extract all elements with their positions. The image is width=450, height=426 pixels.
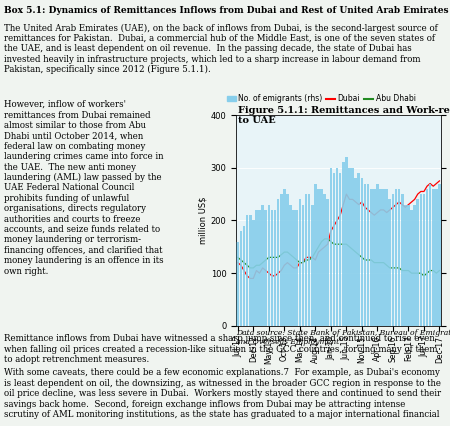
Bar	[283, 189, 286, 326]
Bar	[302, 204, 304, 326]
Bar	[379, 189, 382, 326]
Bar	[280, 194, 283, 326]
Bar	[435, 189, 438, 326]
Bar	[308, 194, 310, 326]
Bar	[252, 221, 255, 326]
Bar	[267, 204, 270, 326]
Bar	[298, 199, 301, 326]
Bar	[413, 204, 416, 326]
Bar	[258, 210, 261, 326]
Bar	[357, 173, 360, 326]
Bar	[320, 189, 323, 326]
Bar	[336, 168, 338, 326]
Bar	[385, 189, 388, 326]
Bar	[364, 184, 366, 326]
Bar	[314, 184, 317, 326]
Text: Remittance inflows from Dubai have witnessed a sharp jump since then, and contin: Remittance inflows from Dubai have witne…	[4, 334, 438, 364]
Bar	[333, 173, 335, 326]
Bar	[261, 204, 264, 326]
Bar	[345, 157, 348, 326]
Bar	[410, 210, 413, 326]
Bar	[348, 168, 351, 326]
Bar	[360, 178, 363, 326]
Bar	[277, 199, 279, 326]
Bar	[305, 194, 307, 326]
Bar	[438, 184, 441, 326]
Bar	[423, 194, 425, 326]
Bar	[324, 194, 326, 326]
Bar	[416, 199, 419, 326]
Bar	[419, 194, 422, 326]
Bar	[376, 184, 379, 326]
Bar	[239, 231, 242, 326]
Bar	[317, 189, 320, 326]
Bar	[329, 168, 332, 326]
Bar	[246, 215, 248, 326]
Bar	[370, 189, 373, 326]
Bar	[342, 162, 345, 326]
Bar	[395, 189, 397, 326]
Bar	[388, 199, 391, 326]
Bar	[432, 189, 435, 326]
Bar	[351, 168, 354, 326]
Bar	[292, 210, 295, 326]
Text: Box 5.1: Dynamics of Remittances Inflows from Dubai and Rest of United Arab Emir: Box 5.1: Dynamics of Remittances Inflows…	[4, 6, 449, 15]
Bar	[286, 194, 289, 326]
Bar	[382, 189, 385, 326]
Y-axis label: million US$: million US$	[199, 197, 208, 244]
Bar	[407, 204, 410, 326]
Bar	[243, 226, 245, 326]
Text: However, inflow of workers'
remittances from Dubai remained
almost similar to th: However, inflow of workers' remittances …	[4, 100, 164, 276]
Text: Data source: State Bank of Pakistan, Bureau of Emigration
and Overseas Employmen: Data source: State Bank of Pakistan, Bur…	[236, 329, 450, 346]
Legend: No. of emigrants (rhs), Dubai, Abu Dhabi: No. of emigrants (rhs), Dubai, Abu Dhabi	[224, 92, 418, 106]
Bar	[373, 189, 376, 326]
Bar	[401, 194, 404, 326]
Bar	[392, 194, 394, 326]
Bar	[398, 189, 400, 326]
Bar	[404, 204, 407, 326]
Bar	[274, 210, 276, 326]
Bar	[354, 178, 357, 326]
Bar	[270, 210, 273, 326]
Text: The United Arab Emirates (UAE), on the back of inflows from Dubai, is the second: The United Arab Emirates (UAE), on the b…	[4, 23, 438, 74]
Bar	[237, 242, 239, 326]
Bar	[339, 173, 342, 326]
Bar	[426, 189, 428, 326]
Bar	[265, 210, 267, 326]
Bar	[255, 210, 258, 326]
Text: Figure 5.1.1: Remittances and Work-related Emigration
to UAE: Figure 5.1.1: Remittances and Work-relat…	[238, 106, 450, 125]
Bar	[367, 184, 369, 326]
Bar	[296, 210, 298, 326]
Bar	[326, 199, 329, 326]
Bar	[311, 204, 314, 326]
Bar	[249, 215, 252, 326]
Text: With some caveats, there could be a few economic explanations.7  For example, as: With some caveats, there could be a few …	[4, 368, 441, 419]
Bar	[289, 204, 292, 326]
Bar	[429, 184, 432, 326]
